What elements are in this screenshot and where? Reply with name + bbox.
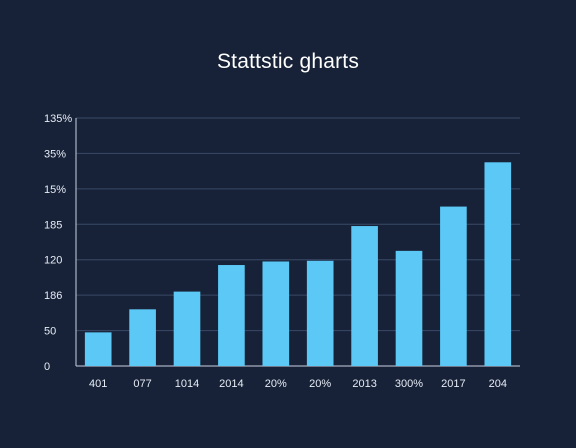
x-tick-label: 2014 [219, 378, 243, 390]
bar [218, 265, 245, 366]
y-tick-label: 185 [44, 219, 62, 231]
y-tick-label: 15% [44, 184, 66, 196]
x-tick-label: 2013 [352, 378, 376, 390]
bar [306, 260, 334, 366]
y-tick-label: 186 [44, 290, 62, 302]
x-tick-label: 20% [309, 378, 331, 390]
x-tick-label: 077 [133, 378, 151, 390]
bar [395, 250, 423, 366]
bar [262, 261, 290, 366]
chart-title: Stattstic gharts [216, 50, 360, 73]
x-tick-label: 1014 [175, 378, 199, 390]
y-tick-label: 120 [44, 255, 62, 267]
y-tick-label: 0 [44, 361, 50, 373]
bar [484, 162, 512, 366]
y-tick-label: 35% [44, 148, 66, 160]
bar [84, 332, 112, 366]
bar [173, 291, 201, 366]
x-tick-label: 2017 [441, 378, 465, 390]
bar [129, 309, 156, 366]
bar [440, 206, 467, 366]
bar [351, 226, 378, 366]
x-tick-label: 401 [89, 378, 107, 390]
x-tick-label: 300% [395, 378, 423, 390]
y-tick-label: 135% [44, 113, 72, 125]
y-tick-label: 50 [44, 326, 56, 338]
x-tick-label: 20% [265, 378, 287, 390]
x-tick-label: 204 [489, 378, 507, 390]
